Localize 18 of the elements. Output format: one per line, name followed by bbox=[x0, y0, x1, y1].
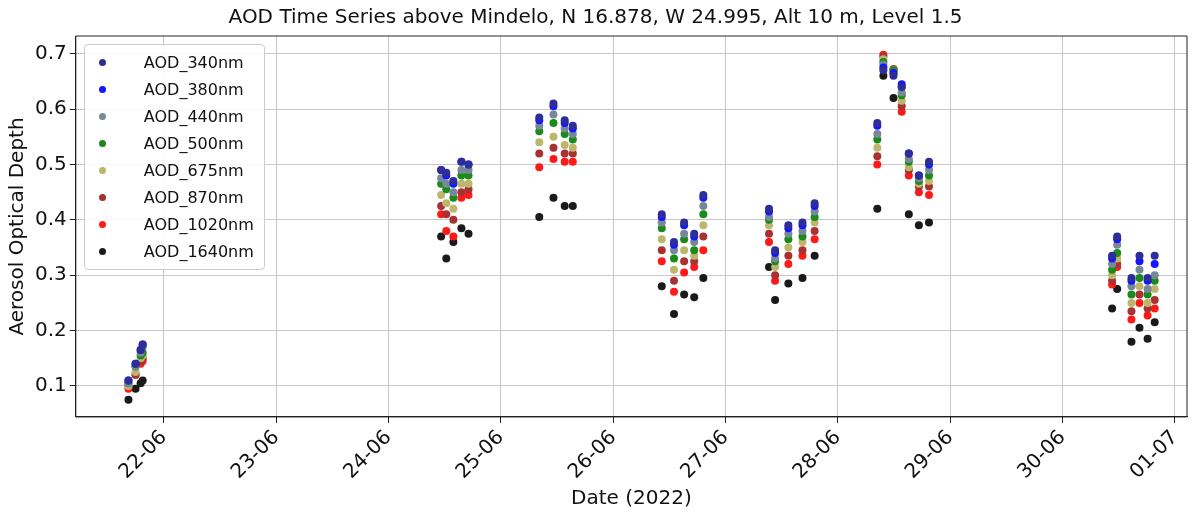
legend-label: AOD_870nm bbox=[143, 188, 244, 207]
legend-label: AOD_380nm bbox=[143, 80, 244, 99]
x-axis-title: Date (2022) bbox=[571, 485, 692, 510]
y-tick-label: 0.6 bbox=[34, 95, 67, 120]
legend-label: AOD_675nm bbox=[143, 161, 244, 180]
y-tick-label: 0.4 bbox=[34, 206, 67, 231]
legend-label: AOD_1640nm bbox=[143, 242, 254, 261]
y-tick-label: 0.3 bbox=[34, 261, 67, 286]
legend-label: AOD_340nm bbox=[143, 53, 244, 72]
y-axis-title: Aerosol Optical Depth bbox=[4, 117, 29, 336]
legend-label: AOD_1020nm bbox=[143, 215, 254, 234]
y-tick-label: 0.2 bbox=[34, 316, 67, 341]
legend-label: AOD_440nm bbox=[143, 107, 244, 126]
chart-title: AOD Time Series above Mindelo, N 16.878, W 24.995, Alt 10 m, Level 1.5 bbox=[228, 4, 963, 29]
y-tick-label: 0.5 bbox=[34, 150, 67, 175]
y-tick-label: 0.1 bbox=[34, 372, 67, 397]
y-tick-label: 0.7 bbox=[34, 39, 67, 64]
legend-label: AOD_500nm bbox=[143, 134, 244, 153]
